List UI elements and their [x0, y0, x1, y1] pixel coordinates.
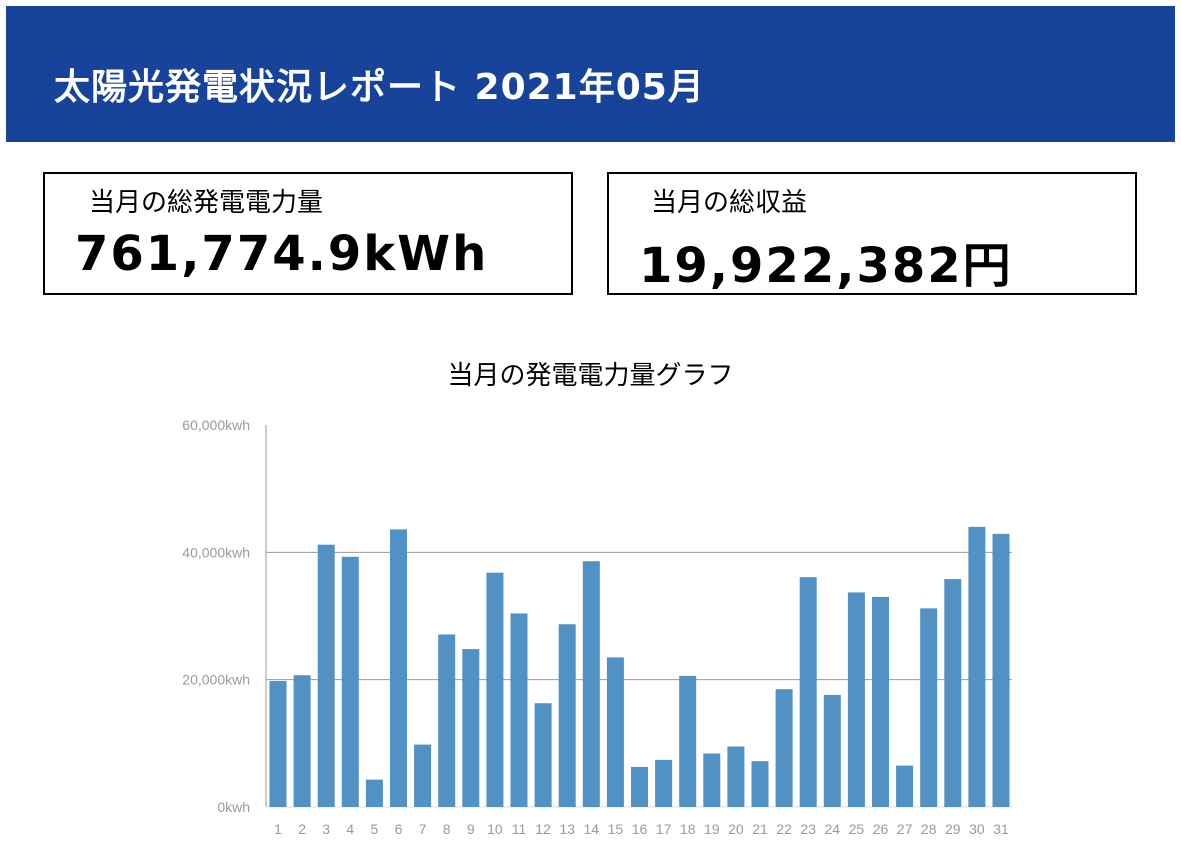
- bar-day-20: [727, 746, 745, 807]
- bar-day-18: [679, 675, 697, 807]
- bar-day-31: [992, 533, 1010, 807]
- bar-day-23: [799, 577, 817, 807]
- bar-day-9: [462, 649, 480, 807]
- x-tick-label: 26: [873, 821, 889, 837]
- bar-day-7: [414, 744, 432, 807]
- bar-day-12: [534, 703, 552, 807]
- x-tick-label: 19: [704, 821, 720, 837]
- x-tick-label: 25: [849, 821, 865, 837]
- x-tick-label: 23: [800, 821, 816, 837]
- bar-day-4: [341, 556, 359, 807]
- bar-day-27: [896, 765, 914, 807]
- report-header: 太陽光発電状況レポート 2021年05月: [6, 6, 1175, 142]
- bar-day-22: [775, 689, 793, 807]
- x-tick-label: 22: [776, 821, 792, 837]
- x-tick-label: 16: [632, 821, 648, 837]
- total-revenue-label: 当月の総収益: [651, 188, 808, 218]
- x-tick-label: 28: [921, 821, 937, 837]
- bar-day-21: [751, 761, 769, 807]
- x-tick-label: 11: [512, 821, 527, 837]
- x-tick-label: 21: [752, 821, 768, 837]
- x-tick-label: 6: [395, 821, 403, 837]
- bar-day-6: [390, 529, 407, 807]
- chart-title: 当月の発電電力量グラフ: [447, 361, 734, 391]
- x-tick-label: 8: [443, 821, 451, 837]
- x-tick-label: 4: [346, 821, 354, 837]
- bar-day-1: [269, 680, 287, 807]
- total-revenue-card: 当月の総収益 19,922,382円: [607, 172, 1137, 295]
- total-energy-card: 当月の総発電電力量 761,774.9kWh: [43, 172, 573, 295]
- x-tick-label: 27: [897, 821, 913, 837]
- bar-day-16: [631, 766, 648, 807]
- x-tick-label: 24: [825, 821, 841, 837]
- x-tick-label: 1: [274, 821, 282, 837]
- x-tick-label: 2: [298, 821, 306, 837]
- x-tick-label: 17: [656, 821, 672, 837]
- x-tick-label: 29: [945, 821, 961, 837]
- x-tick-label: 3: [322, 821, 330, 837]
- x-tick-label: 12: [535, 821, 551, 837]
- bar-day-25: [847, 592, 865, 807]
- y-tick-label: 0kwh: [217, 799, 250, 815]
- y-tick-label: 60,000kwh: [182, 417, 250, 433]
- bar-day-8: [438, 634, 456, 807]
- y-tick-label: 40,000kwh: [182, 544, 250, 560]
- x-tick-label: 20: [728, 821, 744, 837]
- bar-day-19: [703, 753, 721, 807]
- x-tick-label: 5: [371, 821, 379, 837]
- x-tick-label: 31: [993, 821, 1009, 837]
- x-tick-label: 15: [608, 821, 624, 837]
- bar-day-24: [823, 694, 841, 807]
- total-energy-value: 761,774.9kWh: [75, 226, 489, 282]
- x-tick-label: 18: [680, 821, 696, 837]
- x-tick-label: 13: [559, 821, 575, 837]
- y-tick-label: 20,000kwh: [182, 672, 250, 688]
- bar-day-14: [582, 561, 600, 807]
- bar-day-30: [968, 526, 986, 807]
- bar-day-29: [944, 579, 962, 807]
- x-tick-label: 30: [969, 821, 985, 837]
- bar-day-11: [510, 613, 528, 807]
- bar-day-28: [920, 608, 938, 807]
- bar-day-2: [293, 675, 311, 807]
- bar-day-3: [317, 544, 335, 807]
- bar-day-10: [486, 572, 504, 807]
- bar-day-26: [872, 596, 889, 807]
- x-tick-label: 10: [487, 821, 503, 837]
- x-tick-label: 7: [419, 821, 427, 837]
- bar-day-17: [655, 759, 673, 807]
- x-tick-label: 9: [467, 821, 475, 837]
- bar-day-15: [606, 657, 624, 807]
- total-revenue-value: 19,922,382円: [639, 238, 1013, 294]
- total-energy-label: 当月の総発電電力量: [89, 188, 324, 218]
- bar-day-5: [365, 779, 383, 807]
- x-tick-label: 14: [584, 821, 600, 837]
- bar-day-13: [558, 624, 576, 807]
- report-title: 太陽光発電状況レポート 2021年05月: [54, 67, 705, 108]
